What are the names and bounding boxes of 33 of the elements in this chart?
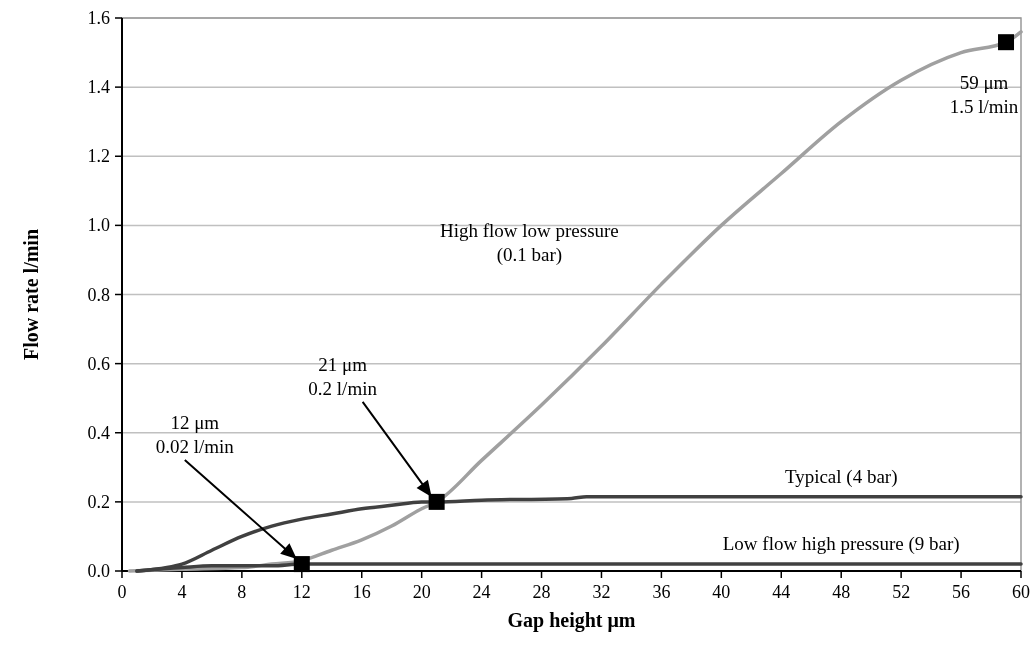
x-tick-label: 0 <box>117 582 127 602</box>
annotation: 21 μm 0.2 l/min <box>308 353 378 399</box>
y-tick-label: 1.2 <box>87 146 110 167</box>
y-tick-label: 0.2 <box>87 491 110 512</box>
x-tick-label: 60 <box>1012 582 1030 602</box>
annotation: 12 μm 0.02 l/min <box>155 412 235 458</box>
y-tick-label: 1.4 <box>87 77 110 98</box>
x-tick-label: 36 <box>652 582 671 602</box>
x-tick-label: 52 <box>892 582 911 602</box>
x-axis-title: Gap height μm <box>507 609 636 632</box>
x-tick-label: 44 <box>772 582 791 602</box>
x-tick-label: 4 <box>177 582 187 602</box>
series-label: Typical (4 bar) <box>784 465 898 488</box>
x-tick-label: 56 <box>952 582 971 602</box>
x-tick-label: 16 <box>352 582 371 602</box>
text: High flow low pressure (0.1 bar) <box>439 219 619 266</box>
y-axis-title: Flow rate l/min <box>20 228 42 361</box>
annotation: 59 μm 1.5 l/min <box>949 71 1019 117</box>
x-tick-label: 24 <box>472 582 491 602</box>
y-tick-label: 0.0 <box>87 561 110 581</box>
series-label: Low flow high pressure (9 bar) <box>722 533 960 556</box>
x-tick-label: 28 <box>532 582 551 602</box>
y-tick-label: 1.6 <box>87 8 110 28</box>
x-tick-label: 12 <box>292 582 311 602</box>
y-tick-label: 0.6 <box>87 353 110 374</box>
x-tick-label: 8 <box>237 582 247 602</box>
y-tick-label: 0.4 <box>87 422 110 443</box>
y-tick-label: 0.8 <box>87 284 110 305</box>
x-tick-label: 48 <box>832 582 851 602</box>
x-tick-label: 40 <box>712 582 731 602</box>
x-tick-label: 32 <box>592 582 611 602</box>
x-tick-label: 20 <box>412 582 431 602</box>
y-tick-label: 1.0 <box>87 215 110 236</box>
